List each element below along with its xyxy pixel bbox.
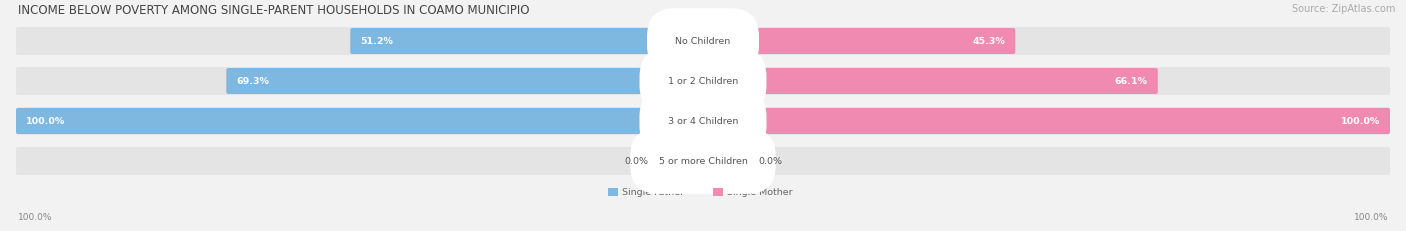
Text: Single Father: Single Father [621, 188, 685, 197]
Text: 0.0%: 0.0% [624, 157, 648, 166]
FancyBboxPatch shape [226, 69, 704, 94]
Text: 51.2%: 51.2% [360, 37, 394, 46]
Text: 100.0%: 100.0% [1341, 117, 1381, 126]
Text: 69.3%: 69.3% [236, 77, 269, 86]
Text: 5 or more Children: 5 or more Children [658, 157, 748, 166]
Text: No Children: No Children [675, 37, 731, 46]
Text: Source: ZipAtlas.com: Source: ZipAtlas.com [1292, 4, 1395, 14]
FancyBboxPatch shape [350, 29, 704, 55]
FancyBboxPatch shape [702, 69, 1157, 94]
Text: 0.0%: 0.0% [758, 157, 782, 166]
Text: 66.1%: 66.1% [1115, 77, 1147, 86]
Text: 100.0%: 100.0% [18, 213, 52, 222]
FancyBboxPatch shape [15, 109, 704, 134]
FancyBboxPatch shape [713, 188, 723, 196]
Text: 100.0%: 100.0% [1354, 213, 1388, 222]
Text: Single Mother: Single Mother [727, 188, 793, 197]
FancyBboxPatch shape [15, 147, 1391, 175]
Text: 1 or 2 Children: 1 or 2 Children [668, 77, 738, 86]
Text: 100.0%: 100.0% [25, 117, 65, 126]
FancyBboxPatch shape [15, 108, 1391, 135]
Text: 3 or 4 Children: 3 or 4 Children [668, 117, 738, 126]
Text: 45.3%: 45.3% [973, 37, 1005, 46]
FancyBboxPatch shape [702, 109, 1391, 134]
FancyBboxPatch shape [15, 68, 1391, 96]
FancyBboxPatch shape [702, 29, 1015, 55]
Text: INCOME BELOW POVERTY AMONG SINGLE-PARENT HOUSEHOLDS IN COAMO MUNICIPIO: INCOME BELOW POVERTY AMONG SINGLE-PARENT… [18, 4, 530, 17]
FancyBboxPatch shape [15, 28, 1391, 56]
FancyBboxPatch shape [607, 188, 619, 196]
